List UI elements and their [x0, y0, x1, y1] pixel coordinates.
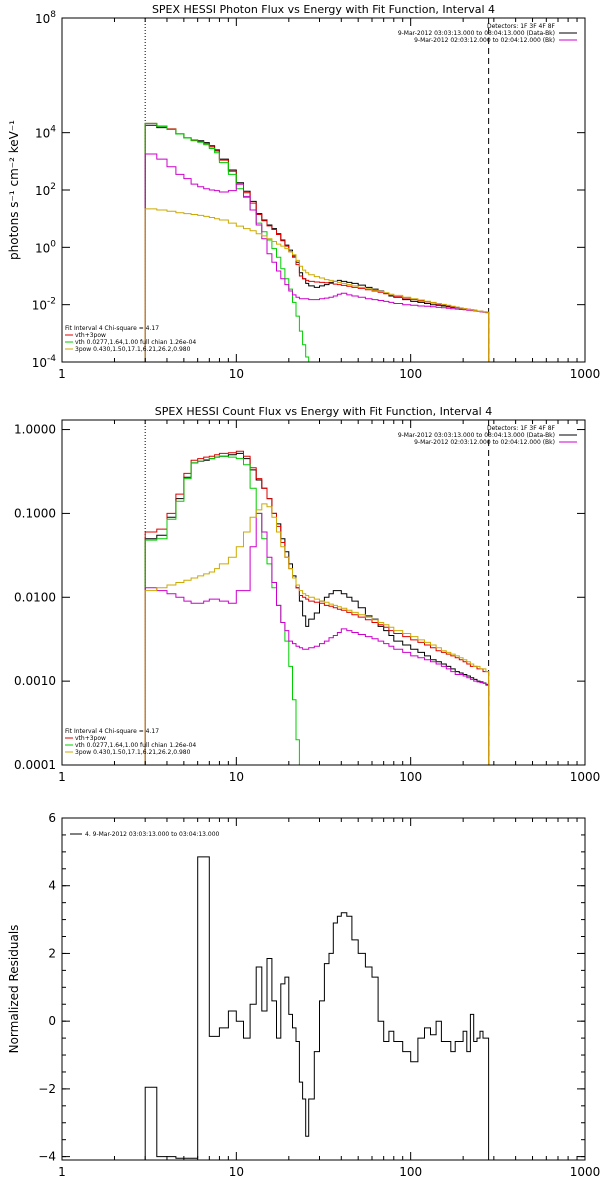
- series-group: [144, 450, 490, 765]
- x-tick-label: 10: [229, 1165, 244, 1179]
- series-bkg: [144, 153, 490, 362]
- series-spow: [144, 208, 490, 362]
- y-axis-label: photons s⁻¹ cm⁻² keV⁻¹: [7, 120, 21, 260]
- y-tick-label: 0.0010: [14, 674, 56, 688]
- legend-bottom-entry: vth+3pow: [75, 332, 106, 339]
- series-total: [144, 122, 490, 362]
- legend-top-entry: 4. 9-Mar-2012 03:03:13.000 to 03:04:13.0…: [85, 831, 220, 838]
- chart-panel-2: SPEX HESSI Count Flux vs Energy with Fit…: [14, 405, 600, 784]
- series-total: [144, 450, 490, 765]
- x-tick-label: 100: [399, 1165, 422, 1179]
- y-tick-label: 4: [48, 879, 56, 893]
- y-tick-label: 2: [48, 946, 56, 960]
- series-group: [144, 122, 490, 362]
- y-tick-label: 102: [35, 182, 56, 198]
- x-tick-label: 1000: [570, 1165, 600, 1179]
- chart-title: SPEX HESSI Photon Flux vs Energy with Fi…: [152, 3, 495, 16]
- y-tick-label: 0.1000: [14, 506, 56, 520]
- y-tick-label: 1.0000: [14, 423, 56, 437]
- plot-frame: [61, 817, 586, 1161]
- x-tick-label: 10: [229, 770, 244, 784]
- y-tick-label: 6: [48, 811, 56, 825]
- series-group: [144, 856, 490, 1160]
- x-tick-label: 1: [58, 367, 66, 381]
- legend-bottom-entry: vth 0.0277,1.64,1.00 full chian 1.26e-04: [75, 742, 196, 749]
- x-tick-label: 1: [58, 770, 66, 784]
- legend-top-entry: Detectors: 1F 3F 4F 8F: [487, 425, 556, 432]
- series-data: [144, 452, 490, 765]
- y-tick-label: 0: [48, 1014, 56, 1028]
- series-bkg: [144, 512, 490, 765]
- x-tick-label: 1000: [570, 367, 600, 381]
- series-data: [144, 124, 490, 362]
- legend-bottom-entry: Fit Interval 4 Chi-square = 4.17: [65, 728, 159, 735]
- y-tick-label: 0.0100: [14, 590, 56, 604]
- legend-bottom-entry: vth+3pow: [75, 735, 106, 742]
- y-tick-label: −2: [38, 1082, 56, 1096]
- x-tick-label: 10: [229, 367, 244, 381]
- y-tick-label: −4: [38, 1150, 56, 1164]
- y-tick-label: 0.0001: [14, 758, 56, 772]
- legend-top-entry: 9-Mar-2012 03:03:13.000 to 03:04:13.000 …: [398, 432, 555, 439]
- plot-frame: [61, 17, 586, 363]
- series-vth: [144, 455, 489, 765]
- x-tick-label: 1000: [570, 770, 600, 784]
- series-data: [144, 856, 490, 1160]
- plot-frame: [61, 419, 586, 766]
- chart-panel-1: SPEX HESSI Photon Flux vs Energy with Fi…: [7, 3, 600, 381]
- legend-top-entry: 9-Mar-2012 02:03:12.000 to 02:04:12.000 …: [414, 439, 555, 446]
- legend-bottom-entry: vth 0.0277,1.64,1.00 full chian 1.26e-04: [75, 339, 196, 346]
- series-vth: [144, 122, 489, 362]
- legend-bottom-entry: 3pow 0.430,1.50,17.1,6.21,26.2,0.980: [75, 749, 191, 756]
- y-tick-label: 108: [35, 10, 56, 26]
- y-tick-label: 104: [35, 125, 56, 141]
- chart-title: SPEX HESSI Count Flux vs Energy with Fit…: [155, 405, 492, 418]
- legend-top-entry: Detectors: 1F 3F 4F 8F: [487, 23, 556, 30]
- y-tick-label: 100: [35, 239, 56, 255]
- chart-panel-3: 1 10 100 1000 −4 −2 0 2 4 6 Normalized Residuals 4.…: [7, 811, 600, 1179]
- x-tick-label: 100: [399, 367, 422, 381]
- legend-bottom-entry: 3pow 0.430,1.50,17.1,6.21,26.2,0.980: [75, 346, 191, 353]
- x-tick-label: 1: [58, 1165, 66, 1179]
- legend-top-entry: 9-Mar-2012 03:03:13.000 to 03:04:13.000 …: [398, 30, 555, 37]
- x-tick-label: 100: [399, 770, 422, 784]
- series-spow: [144, 503, 490, 765]
- y-tick-label: 10-2: [32, 297, 56, 313]
- legend-bottom-entry: Fit Interval 4 Chi-square = 4.17: [65, 325, 159, 332]
- legend-top-entry: 9-Mar-2012 02:03:12.000 to 02:04:12.000 …: [414, 37, 555, 44]
- y-axis-label: Normalized Residuals: [7, 925, 21, 1054]
- y-tick-label: 10-4: [32, 354, 57, 370]
